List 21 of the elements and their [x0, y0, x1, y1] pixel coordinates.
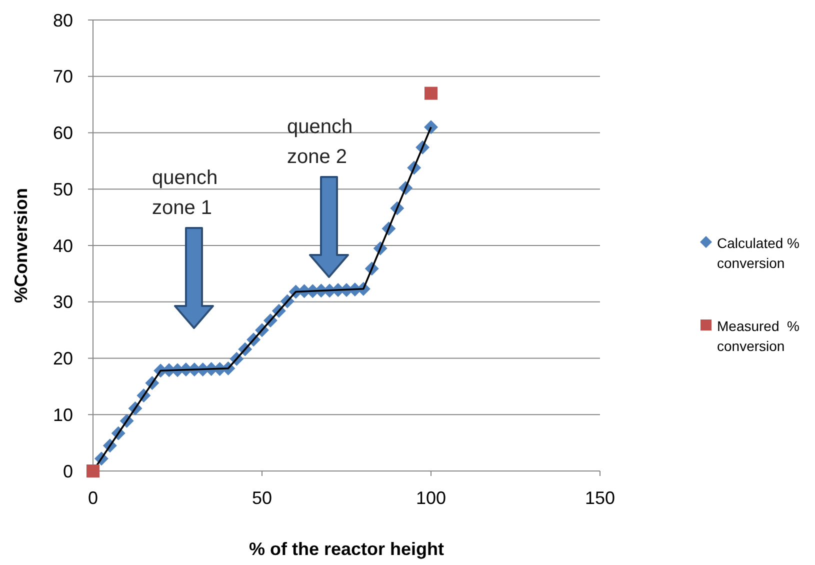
- y-tick-label: 50: [52, 179, 73, 200]
- annotation: quench zone 2: [287, 116, 353, 168]
- point: [424, 86, 438, 100]
- y-tick-label: 30: [52, 292, 73, 312]
- y-tick-label: 70: [52, 66, 73, 87]
- y-tick-label: 0: [62, 461, 73, 482]
- annotation: quench zone 1: [152, 167, 218, 219]
- y-axis-title: %Conversion: [11, 188, 31, 304]
- y-tick-label: 10: [52, 404, 73, 425]
- x-tick-label: 50: [252, 488, 272, 508]
- point: [86, 464, 100, 478]
- x-tick-label: 0: [88, 488, 98, 508]
- y-tick-label: 80: [52, 10, 73, 30]
- x-tick-label: 150: [584, 488, 616, 508]
- y-tick-label: 20: [52, 348, 73, 369]
- x-tick-label: 100: [416, 488, 446, 508]
- y-tick-label: 60: [52, 123, 73, 144]
- x-axis-title: % of the reactor height: [248, 539, 444, 559]
- legend-label: Calculated % conversion: [717, 235, 800, 271]
- legend-label: Measured % conversion: [717, 318, 800, 354]
- y-tick-label: 40: [52, 236, 73, 256]
